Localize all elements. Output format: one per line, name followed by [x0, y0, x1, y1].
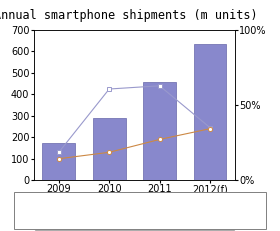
Legend: Shipments, Y/Y, % of handsets: Shipments, Y/Y, % of handsets	[34, 230, 235, 231]
FancyBboxPatch shape	[14, 192, 266, 229]
Bar	[143, 82, 176, 180]
Bar	[93, 118, 125, 180]
Text: Annual smartphone shipments (m units): Annual smartphone shipments (m units)	[0, 9, 258, 22]
Bar	[194, 44, 226, 180]
Bar	[43, 143, 75, 180]
